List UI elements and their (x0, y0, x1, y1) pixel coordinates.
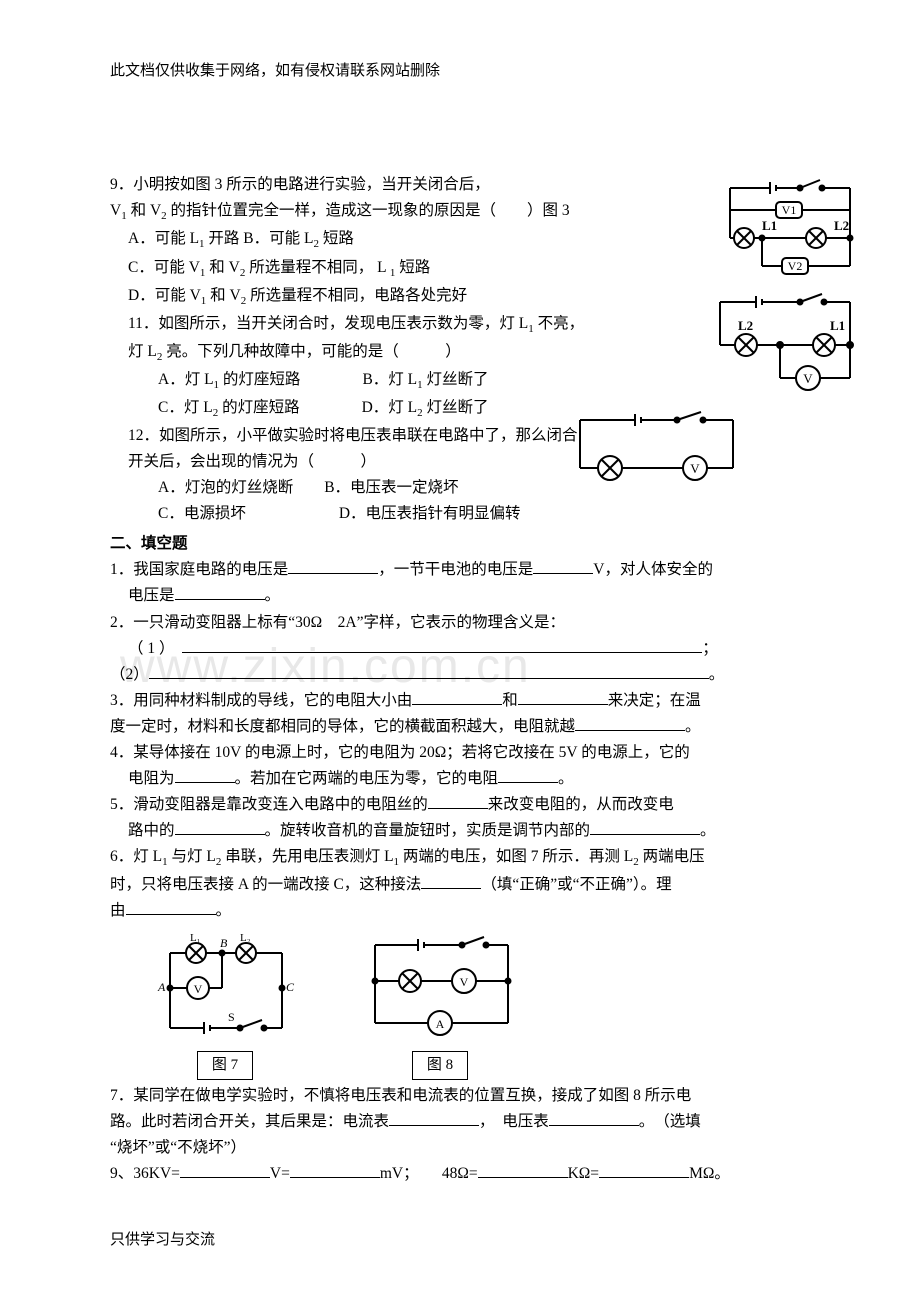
svg-text:B: B (220, 936, 228, 950)
svg-text:V: V (460, 975, 469, 989)
svg-text:C: C (286, 980, 295, 994)
blank[interactable] (549, 1111, 639, 1126)
fig7-caption: 图 7 (197, 1051, 253, 1080)
f7-l1: 7．某同学在做电学实验时，不慎将电压表和电流表的位置互换，接成了如图 8 所示电 (110, 1084, 825, 1108)
svg-text:V: V (194, 982, 203, 996)
figure-7: L₁ L₂ A B C V S 图 7 (150, 933, 300, 1080)
f2-l3: （2）。 (110, 663, 825, 687)
svg-text:V2: V2 (788, 259, 803, 273)
circuit-diagram-3: V1 L1 L2 V2 (700, 178, 860, 296)
svg-text:A: A (436, 1017, 445, 1031)
f1-l2: 电压是。 (110, 584, 825, 608)
section-2-title: 二、填空题 (110, 532, 825, 556)
q12-optCD: C．电源损坏 D．电压表指针有明显偏转 (110, 502, 825, 526)
f3-l1: 3．用同种材料制成的导线，它的电阻大小由和来决定；在温 (110, 689, 825, 713)
blank[interactable] (533, 559, 593, 574)
svg-text:L1: L1 (762, 218, 777, 233)
svg-text:V: V (803, 371, 813, 386)
f2-l2: （ 1 ） ； (110, 637, 825, 661)
svg-text:S: S (228, 1010, 235, 1024)
blank[interactable] (288, 559, 378, 574)
f1-l1: 1．我国家庭电路的电压是，一节干电池的电压是V，对人体安全的 (110, 558, 825, 582)
f6-l3: 由。 (110, 899, 825, 923)
svg-text:L1: L1 (830, 318, 845, 333)
f9: 9、36KV=V=mV； 48Ω=KΩ=MΩ。 (110, 1162, 825, 1186)
fig8-caption: 图 8 (412, 1051, 468, 1080)
blank[interactable] (389, 1111, 479, 1126)
blank[interactable] (126, 900, 216, 915)
circuit-diagram-12: V (565, 408, 745, 496)
f2-l1: 2．一只滑动变阻器上标有“30Ω 2A”字样，它表示的物理含义是： (110, 611, 825, 635)
f6-l1: 6．灯 L1 与灯 L2 串联，先用电压表测灯 L1 两端的电压，如图 7 所示… (110, 845, 825, 871)
f4-l1: 4．某导体接在 10V 的电源上时，它的电阻为 20Ω；若将它改接在 5V 的电… (110, 741, 825, 765)
f7-l2: 路。此时若闭合开关，其后果是：电流表， 电压表。 （选填 (110, 1110, 825, 1134)
blank[interactable] (428, 794, 488, 809)
page: 此文档仅供收集于网络，如有侵权请联系网站删除 www.zixin.com.cn (0, 0, 920, 1302)
f7-l3: “烧坏”或“不烧坏”） (110, 1136, 825, 1160)
svg-text:L2: L2 (834, 218, 849, 233)
blank[interactable] (175, 768, 235, 783)
header-note: 此文档仅供收集于网络，如有侵权请联系网站删除 (110, 60, 825, 83)
blank[interactable] (421, 874, 481, 889)
blank[interactable] (575, 716, 685, 731)
blank[interactable] (175, 585, 265, 600)
blank[interactable] (478, 1163, 568, 1178)
blank[interactable] (599, 1163, 689, 1178)
f5-l2: 路中的。旋转收音机的音量旋钮时，实质是调节内部的。 (110, 819, 825, 843)
svg-text:V: V (690, 461, 700, 476)
blank[interactable] (182, 638, 702, 653)
blank[interactable] (290, 1163, 380, 1178)
footer-note: 只供学习与交流 (110, 1229, 215, 1252)
f4-l2: 电阻为。若加在它两端的电压为零，它的电阻。 (110, 767, 825, 791)
blank[interactable] (498, 768, 558, 783)
svg-text:A: A (157, 980, 166, 994)
blank[interactable] (518, 690, 608, 705)
f3-l2: 度一定时，材料和长度都相同的导体，它的横截面积越大，电阻就越。 (110, 715, 825, 739)
blank[interactable] (412, 690, 502, 705)
svg-text:V1: V1 (782, 203, 797, 217)
blank[interactable] (590, 820, 700, 835)
blank[interactable] (180, 1163, 270, 1178)
f5-l1: 5．滑动变阻器是靠改变连入电路中的电阻丝的来改变电阻的，从而改变电 (110, 793, 825, 817)
figure-row: L₁ L₂ A B C V S 图 7 (150, 933, 825, 1080)
circuit-diagram-11: L2 L1 V (700, 290, 860, 403)
svg-text:L2: L2 (738, 318, 753, 333)
blank[interactable] (149, 664, 709, 679)
f6-l2: 时，只将电压表接 A 的一端改接 C，这种接法（填“正确”或“不正确”）。理 (110, 873, 825, 897)
svg-text:L₂: L₂ (240, 933, 251, 944)
blank[interactable] (175, 820, 265, 835)
figure-8: V A 图 8 (360, 933, 520, 1080)
svg-text:L₁: L₁ (190, 933, 201, 944)
